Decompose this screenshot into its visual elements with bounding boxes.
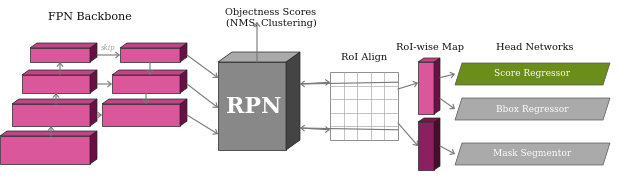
- Polygon shape: [330, 72, 398, 140]
- Text: Bbox Regressor: Bbox Regressor: [496, 104, 569, 113]
- Polygon shape: [22, 75, 90, 93]
- Polygon shape: [455, 63, 610, 85]
- Text: RPN: RPN: [227, 96, 282, 118]
- Polygon shape: [102, 104, 180, 126]
- Polygon shape: [90, 70, 97, 93]
- Polygon shape: [180, 43, 187, 62]
- Text: Head Networks: Head Networks: [496, 43, 573, 52]
- Polygon shape: [0, 131, 97, 136]
- Polygon shape: [418, 58, 440, 62]
- Polygon shape: [418, 122, 434, 170]
- Polygon shape: [90, 131, 97, 164]
- Text: Score Regressor: Score Regressor: [495, 70, 571, 79]
- Polygon shape: [102, 99, 187, 104]
- Polygon shape: [30, 43, 97, 48]
- Polygon shape: [434, 118, 440, 170]
- Polygon shape: [22, 70, 97, 75]
- Polygon shape: [455, 143, 610, 165]
- Text: RoI Align: RoI Align: [341, 53, 387, 62]
- Polygon shape: [180, 99, 187, 126]
- Polygon shape: [120, 48, 180, 62]
- Polygon shape: [434, 58, 440, 114]
- Polygon shape: [30, 48, 90, 62]
- Polygon shape: [90, 99, 97, 126]
- Polygon shape: [12, 99, 97, 104]
- Polygon shape: [418, 62, 434, 114]
- Polygon shape: [112, 75, 180, 93]
- Polygon shape: [180, 70, 187, 93]
- Polygon shape: [0, 136, 90, 164]
- Text: Objectness Scores
(NMS, Clustering): Objectness Scores (NMS, Clustering): [225, 8, 317, 27]
- Polygon shape: [455, 98, 610, 120]
- Polygon shape: [120, 43, 187, 48]
- Text: FPN Backbone: FPN Backbone: [48, 12, 132, 22]
- Polygon shape: [218, 62, 286, 150]
- Text: skip: skip: [101, 44, 116, 52]
- Polygon shape: [12, 104, 90, 126]
- Polygon shape: [90, 43, 97, 62]
- Polygon shape: [286, 52, 300, 150]
- Polygon shape: [418, 118, 440, 122]
- Polygon shape: [112, 70, 187, 75]
- Text: Mask Segmentor: Mask Segmentor: [493, 150, 572, 159]
- Polygon shape: [218, 52, 300, 62]
- Text: RoI-wise Map: RoI-wise Map: [396, 43, 464, 52]
